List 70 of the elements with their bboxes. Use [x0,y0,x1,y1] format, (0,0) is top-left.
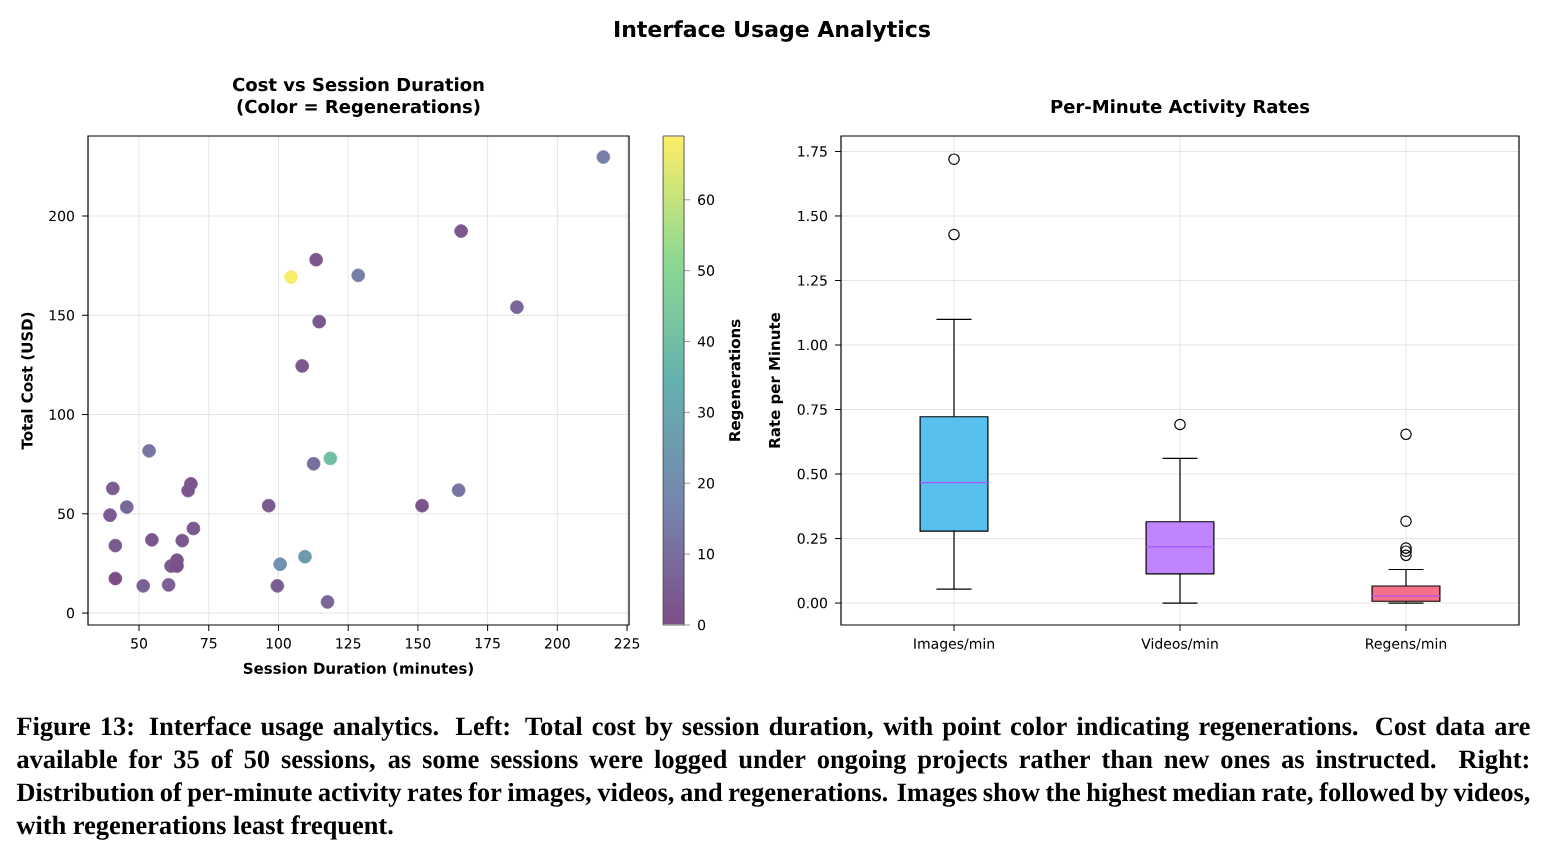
point [309,252,323,267]
color-bar-label: 10 [698,548,715,560]
point [186,521,201,536]
point [295,359,309,373]
point [175,533,190,548]
y-tick-label: 0.00 [797,597,827,609]
point [454,224,468,238]
point [306,456,321,471]
color-bar-label: 40 [697,336,715,347]
point [103,508,117,522]
x-axis-title: Session Duration (minutes) [243,662,473,676]
text: Interface Usage Analytics [615,20,930,42]
color-bar-label: 50 [698,265,715,276]
y-tick-label: 1.25 [798,275,827,286]
y-tick-label: 100 [49,409,74,420]
color-bar-label: 60 [698,194,715,206]
point [261,498,276,513]
x-tick-label: 125 [336,638,361,649]
point [510,300,524,314]
point [142,444,156,458]
x-tick-label: 200 [545,638,570,649]
y-axis-title: Rate per Minute [768,312,784,448]
color-bar-label: 20 [698,477,715,489]
point [108,571,123,586]
x-tick-label: 175 [475,638,500,649]
point [181,483,195,498]
y-tick-label: 0 [66,607,74,619]
point [106,481,120,496]
y-tick-label: 0.50 [797,468,827,480]
point [136,579,151,593]
chart-subtitle: (Color = Regenerations) [237,99,480,117]
chart-title: Per-Minute Activity Rates [1051,99,1310,117]
y-tick-label: 0.25 [797,533,827,544]
y-axis-title: Total Cost (USD) [21,312,35,450]
color-bar-label: 30 [698,407,715,418]
x-tick-label: 225 [614,638,640,649]
y-tick-label: 50 [58,508,74,520]
y-tick-label: 0.75 [797,404,827,415]
point [119,500,134,514]
point [415,498,429,513]
x-tick-label: 75 [201,638,217,649]
y-tick-label: 200 [49,210,74,222]
color-bar-label: 0 [698,619,706,631]
point [270,579,285,593]
point [323,451,338,466]
point [161,578,176,592]
point [273,557,287,572]
x-tick-label: Images/min [914,638,994,652]
x-tick-label: Regens/min [1366,638,1447,652]
point [108,538,123,553]
x-tick-label: 100 [266,638,291,649]
x-tick-label: 50 [131,638,147,649]
point [312,314,326,329]
point [351,268,366,283]
caption: Figure 13: Interface usage analytics. Left: Total cost by session duration, with point color indicating regenerations. Cost data are available for 35 of 50 sessions, as some sessions were logged under ongoing projects rather than new ones as instructed. Right: Distribution of per-minute activity rates for images, videos, and regenerations. Images show the highest median rate, followed by videos, with regenerations least frequent. [16,716,1530,840]
y-tick-label: 150 [49,309,74,321]
chart-title: Cost vs Session Duration [233,77,484,92]
y-tick-label: 1.50 [798,210,827,222]
point [284,270,298,284]
x-tick-label: Videos/min [1141,638,1218,650]
point [596,150,611,164]
point [170,559,184,573]
point [320,595,335,609]
x-tick-label: 150 [406,638,431,649]
color-bar-title: Regenerations [728,319,744,441]
point [298,549,312,564]
point [145,533,159,547]
y-tick-label: 1.75 [798,146,827,157]
point [451,483,466,497]
y-tick-label: 1.00 [798,339,827,351]
